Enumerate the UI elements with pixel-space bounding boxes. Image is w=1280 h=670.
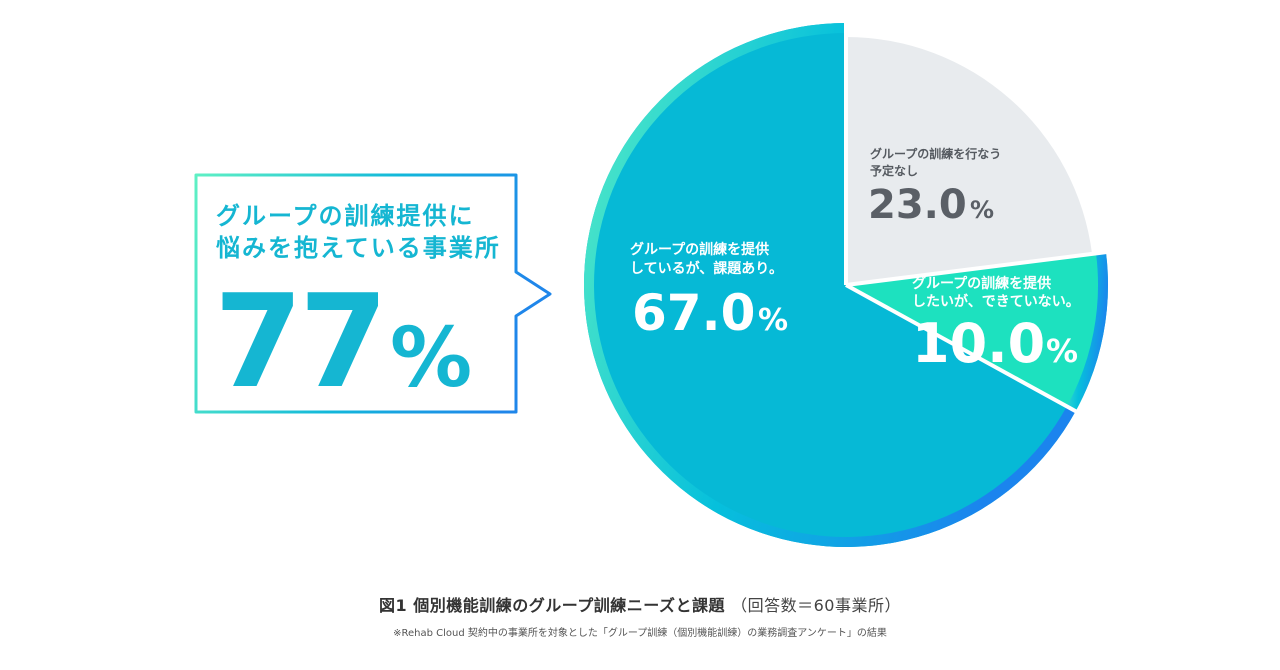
slice-green-label-line1: グループの訓練を提供 xyxy=(912,275,1051,292)
pie-slice-ring-1 xyxy=(1066,252,1108,412)
slice-green-label-line2: したいが、できていない。 xyxy=(912,293,1080,310)
callout-line2: 悩みを抱えている事業所 xyxy=(216,234,501,262)
slice-label-group-blue: グループの訓練を提供 しているが、課題あり。 67.0 % xyxy=(630,241,788,342)
slice-blue-label-line1: グループの訓練を提供 xyxy=(630,241,769,258)
pie-slice-2 xyxy=(584,23,1076,547)
pie-slice-1 xyxy=(846,252,1108,412)
callout-big-number: 77 xyxy=(214,268,384,417)
pie-separator-1 xyxy=(845,249,1109,287)
slice-label-group-gray: グループの訓練を行なう 予定なし 23.0 % xyxy=(868,146,1001,228)
slice-blue-label-line2: しているが、課題あり。 xyxy=(630,260,783,277)
figure-note: ※Rehab Cloud 契約中の事業所を対象とした「グループ訓練（個別機能訓練… xyxy=(393,628,887,639)
slice-green-unit: % xyxy=(1046,332,1078,370)
slice-gray-label-line2: 予定なし xyxy=(870,163,918,178)
figure-caption-title: 図1 個別機能訓練のグループ訓練ニーズと課題 xyxy=(379,596,725,615)
callout-big-unit: % xyxy=(390,311,472,406)
callout-bubble xyxy=(194,173,552,414)
slice-blue-unit: % xyxy=(758,303,788,338)
figure-caption: 図1 個別機能訓練のグループ訓練ニーズと課題 （回答数＝60事業所） xyxy=(0,592,1280,616)
slice-gray-unit: % xyxy=(970,196,994,224)
callout-line1: グループの訓練提供に xyxy=(216,202,475,230)
slice-label-group-green: グループの訓練を提供 したいが、できていない。 10.0 % xyxy=(912,275,1080,375)
pie-slice-0 xyxy=(846,37,1093,285)
slice-green-value: 10.0 xyxy=(912,312,1045,375)
figure-caption-subtitle: （回答数＝60事業所） xyxy=(731,596,901,615)
pie-separator-2 xyxy=(845,283,1079,414)
slice-gray-value: 23.0 xyxy=(868,182,967,228)
pie-slices xyxy=(584,21,1109,547)
slice-blue-value: 67.0 xyxy=(632,284,755,342)
slice-gray-label-line1: グループの訓練を行なう xyxy=(870,146,1001,161)
